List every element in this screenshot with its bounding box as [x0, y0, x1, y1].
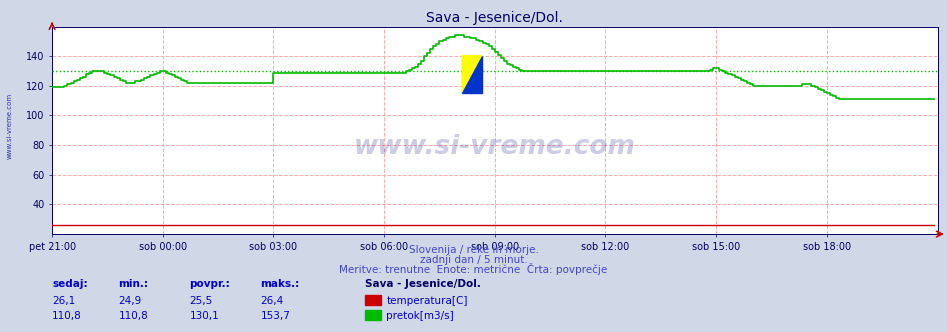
Title: Sava - Jesenice/Dol.: Sava - Jesenice/Dol.: [426, 11, 563, 25]
Polygon shape: [462, 55, 481, 93]
Text: 110,8: 110,8: [118, 311, 148, 321]
Text: zadnji dan / 5 minut.: zadnji dan / 5 minut.: [420, 255, 527, 265]
Text: Slovenija / reke in morje.: Slovenija / reke in morje.: [408, 245, 539, 255]
Text: www.si-vreme.com: www.si-vreme.com: [354, 134, 635, 160]
Text: pretok[m3/s]: pretok[m3/s]: [386, 311, 455, 321]
Text: povpr.:: povpr.:: [189, 279, 230, 289]
Text: sedaj:: sedaj:: [52, 279, 88, 289]
Polygon shape: [462, 55, 481, 93]
Text: min.:: min.:: [118, 279, 149, 289]
Text: 26,1: 26,1: [52, 296, 76, 306]
Text: 130,1: 130,1: [189, 311, 219, 321]
Text: Meritve: trenutne  Enote: metrične  Črta: povprečje: Meritve: trenutne Enote: metrične Črta: …: [339, 263, 608, 275]
Text: 110,8: 110,8: [52, 311, 81, 321]
Text: 24,9: 24,9: [118, 296, 142, 306]
Text: 25,5: 25,5: [189, 296, 213, 306]
Text: 153,7: 153,7: [260, 311, 291, 321]
Text: maks.:: maks.:: [260, 279, 299, 289]
Text: Sava - Jesenice/Dol.: Sava - Jesenice/Dol.: [365, 279, 480, 289]
Text: www.si-vreme.com: www.si-vreme.com: [7, 93, 12, 159]
Text: 26,4: 26,4: [260, 296, 284, 306]
Text: temperatura[C]: temperatura[C]: [386, 296, 468, 306]
